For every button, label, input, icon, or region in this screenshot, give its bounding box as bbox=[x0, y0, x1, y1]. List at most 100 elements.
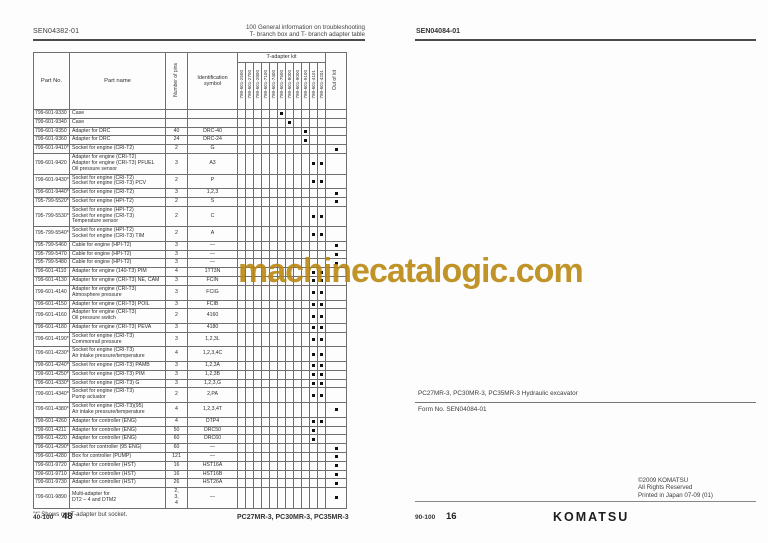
cell-kit-mark bbox=[285, 240, 294, 251]
cell-kit-mark bbox=[237, 331, 246, 348]
cell-kit-mark bbox=[277, 188, 286, 198]
cell-kit-mark bbox=[316, 109, 327, 119]
cell-kit-mark bbox=[237, 378, 246, 389]
cell-kit-mark bbox=[316, 443, 327, 453]
cell-part-no: 799-601-4340* bbox=[33, 387, 70, 404]
cell-kit-mark bbox=[285, 469, 294, 480]
cell-kit-mark bbox=[309, 346, 318, 362]
cell-part-no: 799-601-4230* bbox=[33, 346, 70, 362]
cell-kit-mark bbox=[316, 188, 327, 198]
cell-part-name: Socket for engine (CRI-T3) PAMB bbox=[69, 361, 166, 371]
cell-kit-mark bbox=[269, 487, 278, 509]
table-row: 795-799-5470 Cable for engine (HPI-T2) 3— bbox=[33, 249, 348, 260]
cell-kit-mark bbox=[269, 443, 278, 453]
left-footer-page-number: 48 bbox=[62, 511, 73, 522]
cell-kit-mark bbox=[301, 416, 310, 427]
cell-kit-mark bbox=[237, 434, 246, 445]
kit-dot bbox=[320, 364, 324, 368]
cell-kit-mark bbox=[237, 322, 246, 333]
cell-kit-mark bbox=[293, 196, 302, 207]
cell-kit-mark bbox=[237, 451, 246, 462]
cell-number-of-pins: 26 bbox=[165, 478, 188, 489]
cell-part-no: 799-601-4330* bbox=[33, 378, 70, 389]
cell-kit-mark bbox=[301, 299, 310, 310]
cell-kit-mark bbox=[301, 196, 310, 207]
cell-kit-mark bbox=[301, 135, 310, 146]
cell-kit-mark bbox=[309, 434, 318, 445]
cell-kit-mark bbox=[316, 117, 327, 128]
cell-kit-mark bbox=[316, 387, 327, 404]
cell-kit-mark bbox=[253, 205, 262, 228]
cell-kit-mark bbox=[261, 425, 270, 436]
cell-kit-mark bbox=[309, 378, 318, 389]
cell-part-no: 799-601-4211 bbox=[33, 425, 70, 436]
kit-dot bbox=[312, 314, 315, 318]
cell-number-of-pins: 3 bbox=[165, 153, 188, 175]
cell-identification-symbol: 2,PA bbox=[187, 387, 238, 404]
cell-number-of-pins: 2, 3, 4 bbox=[165, 487, 188, 509]
cell-kit-mark bbox=[269, 188, 278, 198]
cell-kit-mark bbox=[269, 331, 278, 348]
cell-out-of-kit-mark bbox=[325, 188, 348, 198]
cell-kit-mark bbox=[285, 322, 294, 333]
cell-kit-mark bbox=[253, 443, 262, 453]
cell-kit-mark bbox=[245, 425, 254, 436]
cell-kit-mark bbox=[237, 346, 246, 362]
cell-part-name: Adapter for DRC bbox=[69, 135, 166, 146]
cell-kit-mark bbox=[277, 425, 286, 436]
cell-kit-mark bbox=[309, 240, 318, 251]
cell-kit-mark bbox=[309, 387, 318, 404]
cell-kit-mark bbox=[309, 460, 318, 471]
cell-kit-mark bbox=[237, 126, 246, 137]
kit-dot bbox=[320, 420, 324, 424]
table-row: 799-601-4230* Socket for engine (CRI-T3) A… bbox=[33, 346, 348, 362]
cell-kit-mark bbox=[245, 434, 254, 445]
cell-out-of-kit-mark bbox=[325, 117, 348, 128]
cell-kit-mark bbox=[316, 226, 327, 242]
cell-out-of-kit-mark bbox=[325, 196, 348, 207]
cell-identification-symbol: — bbox=[187, 258, 238, 269]
col-header-identification-symbol: Identification symbol bbox=[187, 52, 238, 110]
table-row: 795-799-5480 Cable for engine (HPI-T2) 3— bbox=[33, 258, 348, 269]
cell-kit-mark bbox=[285, 308, 294, 324]
kit-dot bbox=[312, 352, 315, 356]
cell-kit-mark bbox=[237, 117, 246, 128]
cell-kit-mark bbox=[285, 369, 294, 380]
cell-kit-mark bbox=[316, 196, 327, 207]
cell-kit-mark bbox=[277, 322, 286, 333]
cell-kit-mark bbox=[285, 478, 294, 489]
cell-number-of-pins: 2 bbox=[165, 205, 188, 228]
cell-kit-mark bbox=[261, 109, 270, 119]
cell-kit-mark bbox=[293, 205, 302, 228]
cell-kit-mark bbox=[245, 153, 254, 175]
cell-number-of-pins: 3 bbox=[165, 240, 188, 251]
cell-kit-mark bbox=[309, 173, 318, 190]
cell-kit-mark bbox=[301, 188, 310, 198]
cell-out-of-kit-mark bbox=[325, 434, 348, 445]
cell-kit-mark bbox=[301, 346, 310, 362]
cell-kit-mark bbox=[316, 469, 327, 480]
kit-dot bbox=[320, 302, 324, 306]
cell-kit-mark bbox=[301, 369, 310, 380]
cell-kit-mark bbox=[277, 478, 286, 489]
cell-part-name: Socket for engine (CRI-T2) Socket for eng… bbox=[69, 173, 166, 190]
cell-kit-mark bbox=[253, 425, 262, 436]
cell-kit-mark bbox=[237, 425, 246, 436]
cell-kit-mark bbox=[277, 173, 286, 190]
cell-kit-mark bbox=[237, 173, 246, 190]
cell-part-name: Multi-adapter for DT2 – 4 and DTM2 bbox=[69, 487, 166, 509]
cell-out-of-kit-mark bbox=[325, 443, 348, 453]
table-row: 799-601-4220 Adapter for controller (ENG)… bbox=[33, 434, 348, 445]
cell-kit-mark bbox=[301, 144, 310, 155]
cell-kit-mark bbox=[316, 331, 327, 348]
cell-part-no: 799-601-4140 bbox=[33, 284, 70, 301]
cell-number-of-pins: 2 bbox=[165, 308, 188, 324]
col-header-kit-number: 799-601-7100 bbox=[261, 62, 270, 110]
cell-kit-mark bbox=[316, 276, 327, 286]
col-header-kit-number: 799-601-8000 bbox=[285, 62, 294, 110]
cell-kit-mark bbox=[261, 322, 270, 333]
out-of-kit-dot bbox=[334, 191, 338, 195]
cell-kit-mark bbox=[301, 443, 310, 453]
cell-identification-symbol: FCIG bbox=[187, 284, 238, 301]
kit-dot bbox=[320, 352, 324, 356]
